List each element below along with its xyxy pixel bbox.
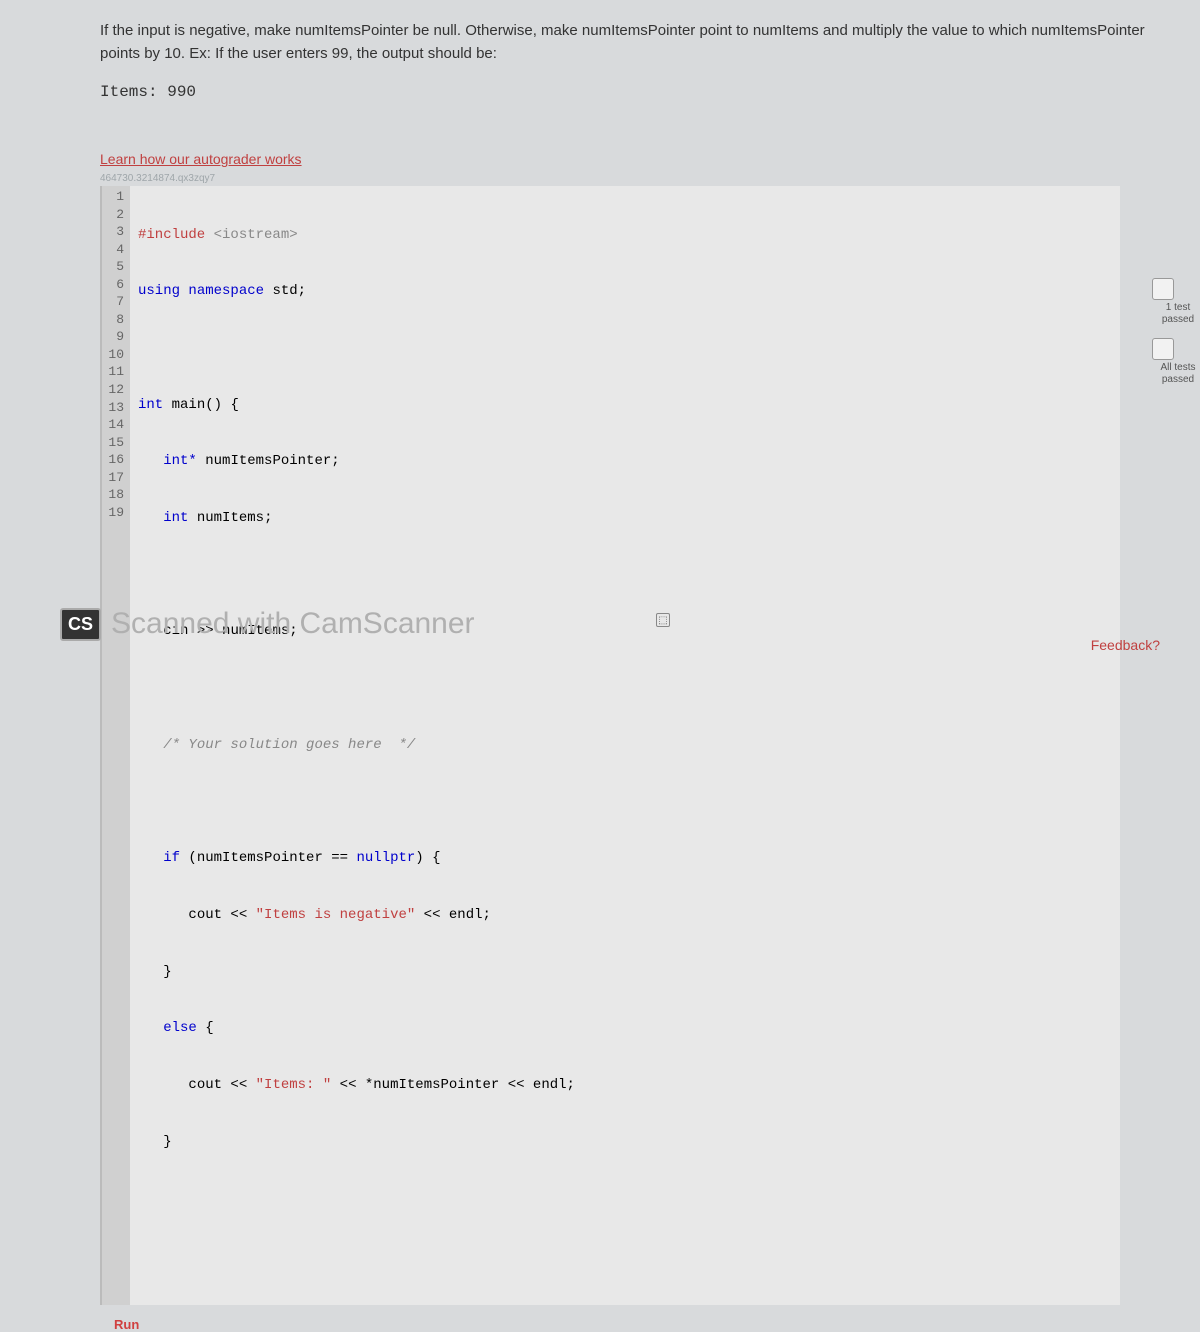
line-gutter: 1 2 3 4 5 6 7 8 9 10 11 12 13 14 15 16 1… (102, 186, 130, 1305)
camscanner-watermark: CS Scanned with CamScanner (60, 607, 475, 641)
test-badge-1: 1 test passed (1152, 278, 1200, 326)
run-button[interactable]: Run (100, 1317, 1160, 1332)
feedback-link[interactable]: Feedback? (1091, 637, 1160, 653)
autograder-link[interactable]: Learn how our autograder works (100, 151, 302, 167)
stop-icon: ⬚ (656, 613, 670, 627)
test-badge-all: All tests passed (1152, 338, 1200, 386)
code-content: #include <iostream> using namespace std;… (130, 186, 1120, 1305)
example-output: Items: 990 (100, 83, 1160, 101)
problem-description: If the input is negative, make numItemsP… (100, 20, 1160, 65)
code-editor[interactable]: 1 2 3 4 5 6 7 8 9 10 11 12 13 14 15 16 1… (100, 186, 1120, 1305)
cs-badge-icon: CS (60, 608, 101, 641)
code-id: 464730.3214874.qx3zqy7 (100, 173, 1160, 184)
